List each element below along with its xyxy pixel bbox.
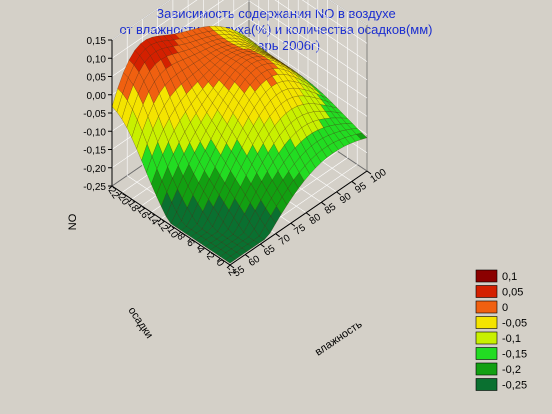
x-tick-label: 70	[277, 233, 293, 249]
z-tick-label: -0,10	[83, 127, 106, 138]
x-tick-mark	[275, 233, 280, 238]
z-tick-label: 0,15	[87, 36, 107, 47]
x-tick-label: 100	[369, 167, 389, 186]
x-tick-mark	[305, 212, 311, 217]
y-tick-label: 4	[194, 245, 206, 256]
x-tick-mark	[260, 243, 265, 248]
z-tick-label: 0,05	[87, 73, 107, 84]
x-tick-mark	[336, 191, 341, 196]
y-tick-label: 8	[174, 232, 186, 243]
z-gridline	[111, 0, 368, 41]
x-tick-mark	[229, 264, 235, 269]
z-tick-label: 0,00	[87, 91, 107, 102]
y-tick-label: 0	[214, 258, 226, 269]
legend-swatch	[475, 362, 498, 376]
z-tick-label: -0,25	[83, 182, 106, 193]
z-tick-label: -0,05	[83, 109, 106, 120]
y-tick-mark	[157, 218, 162, 223]
y-tick-mark	[197, 244, 201, 249]
y-tick-mark	[167, 225, 172, 229]
x-tick-label: 75	[292, 222, 308, 238]
y-tick-mark	[108, 185, 113, 190]
legend-swatch	[475, 347, 498, 360]
y-tick-mark	[216, 258, 221, 262]
x-axis-line	[229, 170, 368, 266]
x-tick-label: 65	[262, 243, 278, 259]
y-tick-mark	[187, 238, 192, 243]
surface-cell	[356, 132, 368, 140]
chart-title-line-1: Зависимость содержания NO в воздухе	[156, 6, 396, 21]
z-tick-label: 0,10	[87, 54, 107, 65]
y-tick-mark	[147, 211, 152, 216]
x-tick-mark	[351, 181, 357, 185]
legend-swatch	[475, 378, 498, 391]
z-tick-label: -0,15	[83, 146, 106, 157]
x-tick-mark	[244, 254, 250, 258]
z-axis-label: NO	[67, 213, 79, 230]
legend-label: 0,1	[502, 271, 517, 283]
x-tick-label: 95	[353, 180, 369, 196]
legend-label: -0,15	[502, 349, 527, 361]
z-axis-ticks: 0,15 0,10 0,05 0,00 -0,05 -0,10 -0,15 -0,20 -0,2…	[83, 36, 112, 193]
z-tick-label: -0,20	[83, 164, 106, 175]
x-tick-mark	[290, 222, 296, 227]
legend-label: -0,05	[502, 318, 527, 330]
y-tick-label: 2	[204, 251, 216, 262]
legend-swatch	[475, 331, 498, 345]
y-tick-mark	[206, 251, 211, 256]
legend-label: -0,1	[502, 333, 521, 345]
y-tick-mark	[118, 192, 123, 196]
x-tick-mark	[366, 170, 372, 175]
legend-swatch	[475, 285, 498, 298]
y-tick-mark	[226, 264, 231, 269]
legend-label: -0,25	[502, 380, 527, 392]
legend-label: -0,2	[502, 364, 521, 376]
x-tick-label: 80	[308, 212, 324, 228]
x-tick-label: 85	[323, 201, 339, 217]
y-axis-label: осадки	[126, 305, 156, 341]
surface-mesh	[111, 25, 368, 264]
x-tick-label: 60	[247, 253, 263, 269]
legend-swatch	[475, 300, 498, 314]
y-tick-mark	[138, 205, 142, 210]
legend-swatch	[475, 269, 498, 283]
x-axis-label: влажность	[313, 318, 365, 358]
x-tick-mark	[321, 201, 326, 206]
y-tick-mark	[128, 198, 133, 203]
legend-swatch	[475, 316, 498, 329]
legend-label: 0,05	[502, 287, 523, 299]
x-tick-label: 90	[338, 191, 354, 207]
y-tick-mark	[177, 231, 182, 236]
legend-label: 0	[502, 302, 508, 314]
legend: 0,1 0,05 0 -0,05 -0,1 -0,15 -0,2 -0,25	[475, 269, 527, 392]
y-tick-label: 6	[184, 238, 196, 249]
